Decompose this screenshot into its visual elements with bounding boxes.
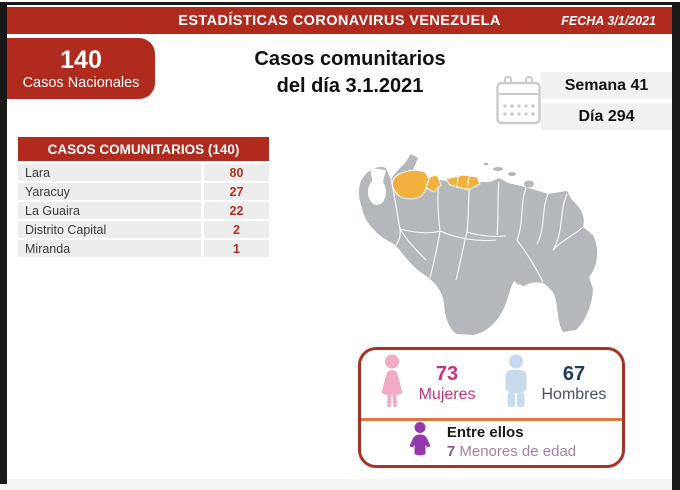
minors-count: 7 [446, 443, 456, 460]
minors-section: Entre ellos 7 Menores de edad [361, 421, 622, 465]
national-cases-label: Casos Nacionales [22, 74, 140, 91]
frame-right-strip [672, 3, 680, 490]
gender-section: 73 Mujeres 67 Hombres [361, 350, 622, 418]
orange-divider [361, 418, 622, 421]
minors-intro: Entre ellos [446, 424, 524, 442]
table-cell-state: Miranda [18, 240, 201, 257]
frame-left-strip [0, 3, 7, 484]
woman-icon [377, 354, 407, 414]
table-cell-state: Yaracuy [18, 183, 201, 200]
venezuela-map [336, 134, 666, 344]
main-title: Casos comunitarios del día 3.1.2021 [190, 46, 510, 100]
frame-top-line [0, 2, 680, 5]
men-count: 67 [562, 363, 586, 386]
table-row: Distrito Capital 2 [18, 221, 269, 238]
table-row: Miranda 1 [18, 240, 269, 257]
week-badge: Semana 41 [541, 72, 672, 99]
national-cases-box: 140 Casos Nacionales [7, 38, 155, 99]
men-group: 67 Hombres [502, 354, 607, 414]
demographics-box: 73 Mujeres 67 Hombres [358, 347, 625, 468]
page-title: ESTADÍSTICAS CORONAVIRUS VENEZUELA [178, 12, 501, 29]
child-icon [407, 422, 433, 464]
table-cell-cases: 22 [204, 202, 269, 219]
community-table-header: CASOS COMUNITARIOS (140) [18, 137, 269, 161]
header-bar: ESTADÍSTICAS CORONAVIRUS VENEZUELA FECHA… [7, 7, 672, 34]
map-country-shape [358, 154, 598, 335]
table-row: Lara 80 [18, 164, 269, 181]
table-row: La Guaira 22 [18, 202, 269, 219]
women-label: Mujeres [418, 386, 476, 404]
table-cell-state: Lara [18, 164, 201, 181]
calendar-icon [496, 76, 541, 125]
map-highlighted-states [391, 169, 481, 200]
table-row: Yaracuy 27 [18, 183, 269, 200]
national-cases-value: 140 [60, 45, 102, 74]
frame-bottom-band [0, 479, 680, 490]
minors-label: Menores de edad [459, 443, 577, 460]
women-count: 73 [435, 363, 459, 386]
man-icon [502, 354, 530, 414]
table-cell-cases: 80 [204, 164, 269, 181]
day-badge: Día 294 [541, 103, 672, 130]
women-group: 73 Mujeres [377, 354, 476, 414]
main-title-line1: Casos comunitarios [254, 48, 446, 70]
table-cell-cases: 1 [204, 240, 269, 257]
minors-detail: 7 Menores de edad [447, 443, 576, 462]
table-cell-state: Distrito Capital [18, 221, 201, 238]
main-title-line2: del día 3.1.2021 [276, 75, 424, 97]
men-label: Hombres [541, 386, 607, 404]
header-date: FECHA 3/1/2021 [561, 13, 656, 28]
week-label: Semana 41 [564, 76, 649, 94]
community-table-title: CASOS COMUNITARIOS (140) [47, 141, 240, 157]
table-cell-cases: 27 [204, 183, 269, 200]
day-label: Día 294 [578, 107, 635, 125]
table-cell-state: La Guaira [18, 202, 201, 219]
table-cell-cases: 2 [204, 221, 269, 238]
